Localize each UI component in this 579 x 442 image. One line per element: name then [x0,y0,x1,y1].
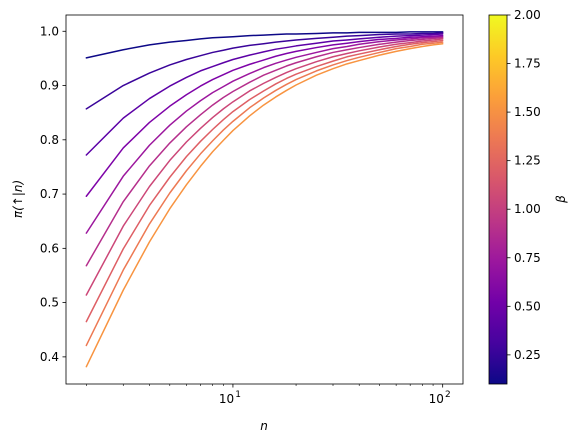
colorbar [488,14,508,385]
colorbar-ticks: 0.25 0.50 0.75 1.00 1.25 1.50 1.75 2.00 [507,8,541,362]
colorbar-tick-label: 1.50 [514,105,541,119]
series-line-3 [85,33,444,156]
y-tick-label: 0.8 [40,133,59,147]
x-tick-label: 101 [219,390,241,406]
colorbar-tick-label: 2.00 [514,8,541,22]
x-tick-exponent: 2 [445,390,451,400]
series-line-9 [85,41,444,347]
x-tick-label: 102 [429,390,451,406]
y-tick-label: 0.9 [40,79,59,93]
series-line-1 [85,31,444,59]
series-line-8 [85,39,444,323]
colorbar-tick-label: 1.25 [514,154,541,168]
series-line-7 [85,38,444,296]
y-tick-label: 0.7 [40,187,59,201]
colorbar-tick-label: 0.25 [514,348,541,362]
series-line-2 [85,32,444,110]
colorbar-label: β [554,195,568,204]
x-tick-exponent: 1 [235,390,241,400]
series-lines [85,31,444,368]
plot-frame [65,14,464,385]
series-line-6 [85,37,444,267]
colorbar-tick-label: 1.75 [514,57,541,71]
y-tick-label: 0.6 [40,241,59,255]
colorbar-tick-label: 0.75 [514,251,541,265]
series-line-4 [85,34,444,197]
x-axis-ticks: 101 102 [86,384,451,406]
y-axis-label: π(↑|n) [11,180,25,218]
y-axis-ticks: 0.4 0.5 0.6 0.7 0.8 0.9 1.0 [40,24,66,364]
series-line-10 [85,43,444,368]
colorbar-tick-label: 1.00 [514,202,541,216]
series-line-5 [85,35,444,234]
x-axis-label: n [260,419,268,433]
y-tick-label: 0.4 [40,350,59,364]
y-tick-label: 1.0 [40,24,59,38]
colorbar-tick-label: 0.50 [514,299,541,313]
y-tick-label: 0.5 [40,296,59,310]
